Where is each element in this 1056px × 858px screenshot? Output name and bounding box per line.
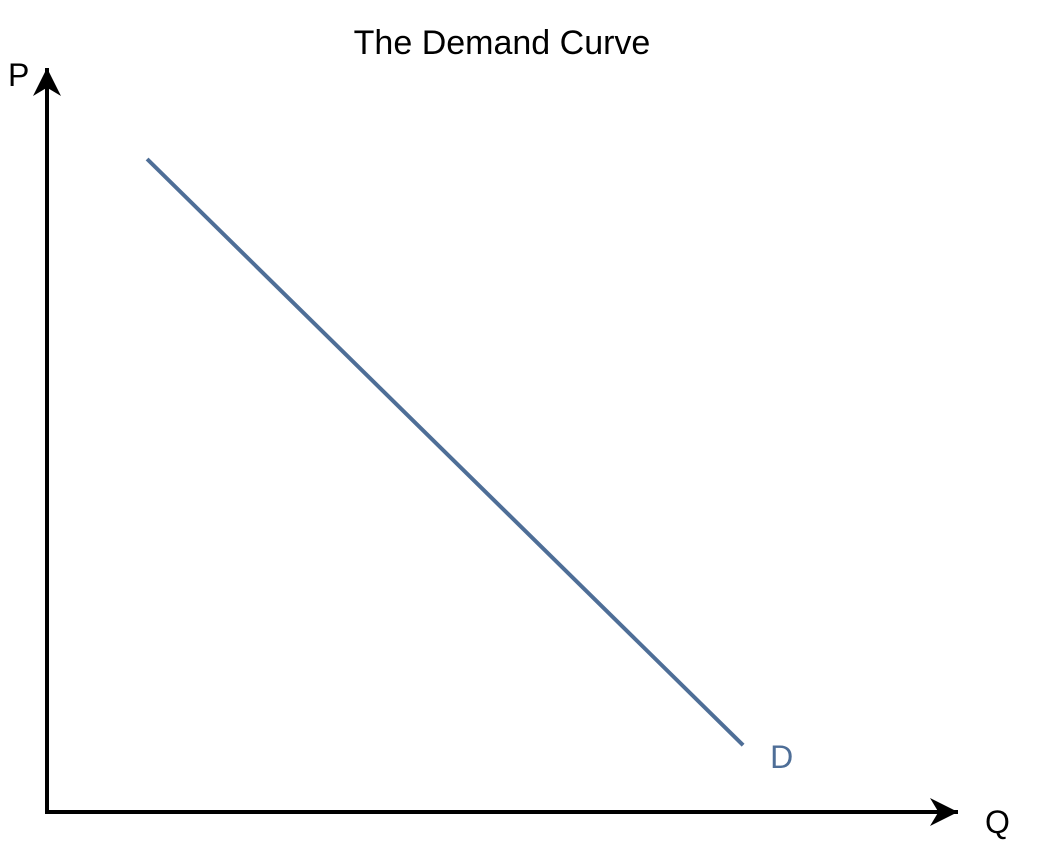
chart-title: The Demand Curve (354, 24, 651, 62)
series-line-d (145, 157, 745, 747)
x-axis-label: Q (985, 804, 1010, 840)
y-axis-label: P (8, 57, 29, 93)
series-label-d: D (770, 739, 793, 775)
series-layer: D (145, 157, 793, 775)
